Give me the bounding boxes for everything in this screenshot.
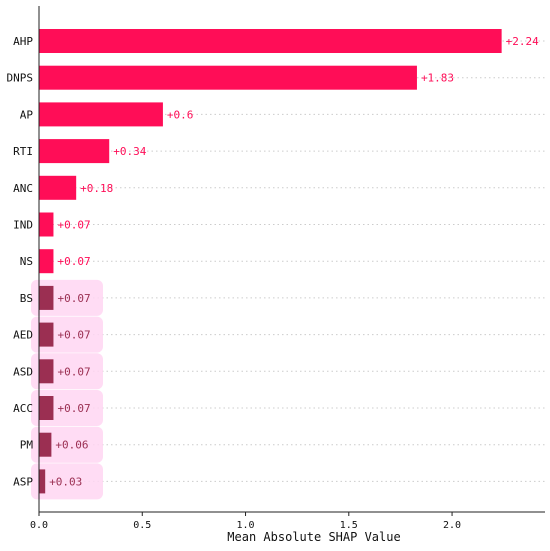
y-tick-label-dnps: DNPS	[7, 72, 34, 85]
data-label-ap: +0.6	[167, 108, 194, 121]
y-tick-label-ap: AP	[20, 108, 34, 121]
bar-highlight	[31, 463, 103, 500]
bar-acc	[39, 396, 54, 420]
data-label-dnps: +1.83	[421, 72, 454, 85]
y-tick-label-pm: PM	[20, 439, 34, 452]
y-tick-label-asd: ASD	[13, 365, 33, 378]
bars	[39, 29, 502, 494]
bar-rti	[39, 139, 110, 164]
data-labels: +2.24 +1.83 +0.6 +0.34 +0.18 +0.07 +0.07 +0.07 +…	[49, 35, 539, 488]
x-tick-label: 0.5	[133, 520, 151, 531]
x-tick-label: 2.0	[443, 520, 461, 531]
y-tick-label-ind: IND	[13, 219, 33, 232]
y-tick-label-anc: ANC	[13, 182, 33, 195]
data-label-ahp: +2.24	[506, 35, 539, 48]
x-ticks: 0.0 0.5 1.0 1.5 2.0	[30, 512, 461, 531]
y-tick-label-ns: NS	[20, 255, 33, 268]
y-tick-label-aed: AED	[13, 329, 33, 342]
bar-ns	[39, 249, 54, 274]
data-label-pm: +0.06	[55, 439, 88, 452]
bar-dnps	[39, 65, 417, 90]
data-label-rti: +0.34	[113, 145, 146, 158]
y-tick-label-rti: RTI	[13, 145, 33, 158]
bar-anc	[39, 175, 77, 200]
data-label-anc: +0.18	[80, 182, 113, 195]
bar-ahp	[39, 29, 502, 53]
y-tick-label-acc: ACC	[13, 402, 33, 415]
y-tick-label-asp: ASP	[13, 475, 33, 488]
bar-aed	[39, 322, 54, 347]
data-label-bs: +0.07	[57, 292, 90, 305]
x-tick-label: 0.0	[30, 520, 48, 531]
data-label-asd: +0.07	[57, 365, 90, 378]
data-label-acc: +0.07	[57, 402, 90, 415]
y-tick-labels: AHP DNPS AP RTI ANC IND NS BS AED ASD ACC PM ASP	[7, 35, 34, 488]
bar-bs	[39, 285, 54, 310]
y-tick-label-ahp: AHP	[13, 35, 33, 48]
data-label-aed: +0.07	[57, 329, 90, 342]
bar-ind	[39, 212, 54, 237]
bar-ap	[39, 102, 163, 127]
x-tick-label: 1.0	[236, 520, 254, 531]
data-label-asp: +0.03	[49, 475, 82, 488]
bar-asd	[39, 359, 54, 384]
x-axis-label: Mean Absolute SHAP Value	[227, 530, 400, 544]
bar-asp	[39, 469, 46, 494]
bar-pm	[39, 432, 52, 457]
bar-highlights	[31, 279, 103, 500]
data-label-ind: +0.07	[57, 219, 90, 232]
data-label-ns: +0.07	[57, 255, 90, 268]
x-tick-label: 1.5	[340, 520, 358, 531]
y-tick-label-bs: BS	[20, 292, 33, 305]
